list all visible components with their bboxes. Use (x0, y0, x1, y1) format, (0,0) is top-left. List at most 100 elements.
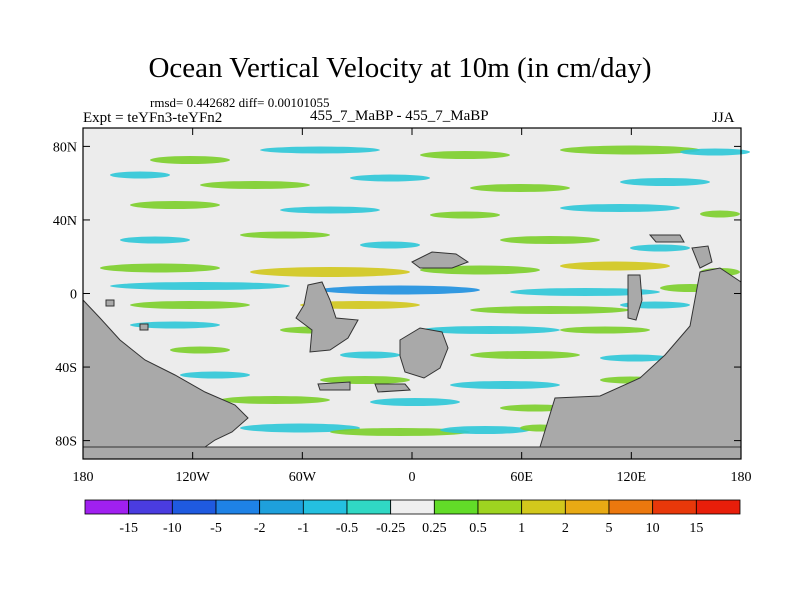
colorbar-label: 1 (518, 521, 525, 536)
case-label: 455_7_MaBP - 455_7_MaBP (310, 108, 489, 124)
lat-tick-label: 40N (53, 214, 77, 229)
velocity-streak (150, 156, 230, 164)
velocity-streak (470, 306, 630, 314)
velocity-streak (240, 231, 330, 239)
velocity-streak (110, 282, 290, 290)
velocity-streak (180, 371, 250, 379)
velocity-streak (130, 301, 250, 309)
colorbar-swatch (564, 499, 610, 515)
velocity-streak (680, 148, 750, 156)
colorbar-swatch (171, 499, 217, 515)
colorbar-label: -5 (210, 521, 222, 536)
velocity-streak (280, 206, 380, 214)
land-polygon (317, 381, 351, 391)
land-polygon (139, 323, 149, 331)
velocity-streak (420, 151, 510, 159)
land-polygon (539, 267, 742, 448)
lat-tick-label: 80S (55, 435, 77, 450)
land-polygon (295, 281, 359, 353)
velocity-streak (350, 174, 430, 182)
velocity-streak (450, 381, 560, 389)
land-polygon (374, 383, 412, 393)
velocity-streak (340, 351, 400, 359)
colorbar-swatch (477, 499, 523, 515)
velocity-streak (170, 346, 230, 354)
velocity-streak (620, 178, 710, 186)
lat-tick-label: 40S (55, 361, 77, 376)
land-polygon (411, 251, 470, 269)
velocity-streak (560, 261, 670, 271)
velocity-streak (560, 326, 650, 334)
longitude-axis: 180 120W 60W 0 60E 120E 180 (73, 128, 752, 485)
experiment-label: Expt = teYFn3-teYFn2 (83, 110, 223, 126)
velocity-streak (260, 146, 380, 154)
velocity-streak (440, 426, 530, 434)
velocity-streak (510, 288, 660, 296)
velocity-streak (200, 181, 310, 189)
colorbar-swatch (259, 499, 304, 515)
land-polygon (627, 274, 643, 321)
velocity-streak (130, 321, 220, 329)
colorbar-label: -15 (119, 521, 138, 536)
lon-tick-label: 180 (731, 470, 752, 485)
colorbar-swatch (128, 499, 173, 515)
season-label: JJA (712, 110, 735, 126)
velocity-streak (250, 267, 410, 277)
velocity-streak (220, 396, 330, 404)
velocity-streak (470, 351, 580, 359)
colorbar-swatch (346, 499, 392, 515)
velocity-streak (560, 204, 680, 212)
velocity-streak (500, 236, 600, 244)
velocity-streak (420, 326, 560, 334)
colorbar-label: 0.5 (469, 521, 487, 536)
velocity-streak (100, 263, 220, 273)
plot-title: Ocean Vertical Velocity at 10m (in cm/da… (148, 52, 652, 84)
velocity-streak (430, 211, 500, 219)
lon-tick-label: 0 (409, 470, 416, 485)
colorbar-label: 0.25 (422, 521, 447, 536)
velocity-streak (600, 354, 670, 362)
colorbar-label: 15 (689, 521, 703, 536)
lat-tick-label: 80N (53, 140, 77, 155)
colorbar-swatch (390, 499, 435, 515)
velocity-streak (130, 201, 220, 209)
colorbar-swatch (433, 499, 479, 515)
lat-tick-label: 0 (70, 288, 77, 303)
colorbar-swatch (652, 499, 697, 515)
velocity-streak (470, 184, 570, 192)
latitude-axis: 80N 40N 0 40S 80S (53, 140, 741, 450)
colorbar-swatch (215, 499, 261, 515)
colorbar-swatch (608, 499, 654, 515)
land-polygon (399, 327, 449, 379)
lon-tick-label: 120E (617, 470, 647, 485)
lon-tick-label: 60W (289, 470, 317, 485)
velocity-streak (110, 171, 170, 179)
colorbar-label: 10 (646, 521, 660, 536)
colorbar-label: 2 (562, 521, 569, 536)
land-mask (82, 234, 742, 460)
colorbar: -15 -10 -5 -2 -1 -0.5 -0.25 0.25 0.5 1 2 5 10 15 (84, 499, 741, 536)
lon-tick-label: 60E (510, 470, 533, 485)
lon-tick-label: 180 (73, 470, 94, 485)
colorbar-label: -2 (254, 521, 266, 536)
velocity-streak (370, 398, 460, 406)
velocity-streak (320, 285, 480, 295)
velocity-streak (360, 241, 420, 249)
colorbar-label: -0.25 (376, 521, 405, 536)
colorbar-swatch (302, 499, 348, 515)
colorbar-label: -10 (163, 521, 182, 536)
colorbar-swatch (695, 499, 741, 515)
velocity-streak (630, 244, 690, 252)
velocity-streak (330, 428, 470, 436)
velocity-streak (120, 236, 190, 244)
land-polygon (105, 299, 115, 307)
colorbar-swatch (521, 499, 566, 515)
velocity-streak (240, 423, 360, 433)
velocity-streak (560, 145, 700, 155)
colorbar-label: 5 (606, 521, 613, 536)
colorbar-swatch (84, 499, 130, 515)
colorbar-label: -1 (297, 521, 309, 536)
land-polygon (691, 245, 713, 269)
rmsd-diff-stats: rmsd= 0.442682 diff= 0.00101055 (150, 95, 330, 110)
